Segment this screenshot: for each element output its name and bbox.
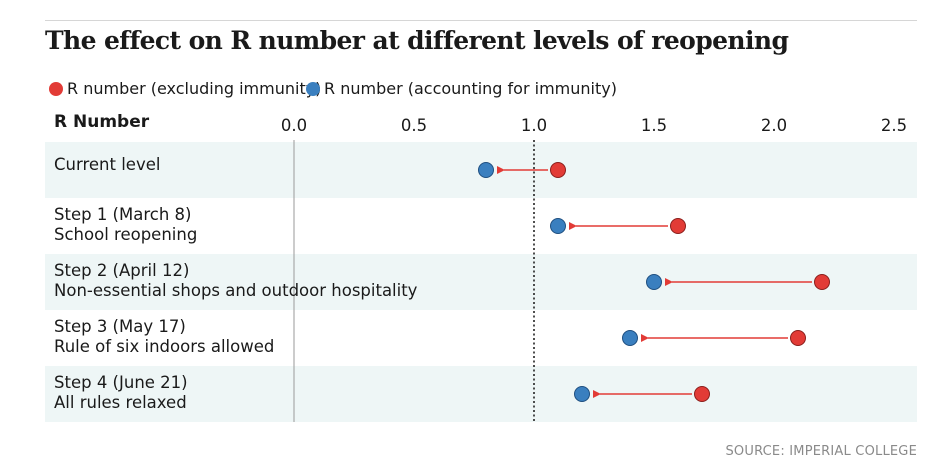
dot-accounting (622, 330, 638, 346)
dot-accounting (574, 386, 590, 402)
dot-excluding (694, 386, 710, 402)
chart-title: The effect on R number at different leve… (45, 26, 789, 55)
legend-dot-accounting (306, 81, 320, 96)
dot-accounting (478, 162, 494, 178)
legend-label-excluding: R number (excluding immunity) (67, 79, 322, 98)
dot-excluding (670, 218, 686, 234)
legend-item-accounting: R number (accounting for immunity) (306, 79, 617, 98)
top-rule (45, 20, 917, 21)
dot-accounting (646, 274, 662, 290)
x-tick-label: 2.5 (881, 116, 907, 135)
legend-label-accounting: R number (accounting for immunity) (324, 79, 617, 98)
x-tick-label: 0.0 (281, 116, 307, 135)
row-label: Current level (54, 155, 160, 174)
x-tick-label: 1.0 (521, 116, 547, 135)
x-tick-label: 1.5 (641, 116, 667, 135)
row-label-description: All rules relaxed (54, 393, 187, 412)
legend-dot-excluding (49, 81, 63, 96)
dot-excluding (790, 330, 806, 346)
row-label-description: Non-essential shops and outdoor hospital… (54, 281, 418, 300)
x-tick-label: 0.5 (401, 116, 427, 135)
row-label-step: Step 2 (April 12) (54, 261, 189, 280)
dot-excluding (550, 162, 566, 178)
row-label-description: Rule of six indoors allowed (54, 337, 274, 356)
dot-accounting (550, 218, 566, 234)
row-label-step: Step 3 (May 17) (54, 317, 186, 336)
source-credit: SOURCE: IMPERIAL COLLEGE (725, 444, 917, 459)
row-label-description: School reopening (54, 225, 197, 244)
x-tick-label: 2.0 (761, 116, 787, 135)
row-label-step: Step 1 (March 8) (54, 205, 191, 224)
row-label-step: Step 4 (June 21) (54, 373, 188, 392)
row-band (45, 366, 917, 422)
axis-header-label: R Number (54, 112, 150, 132)
legend-item-excluding: R number (excluding immunity) (49, 79, 321, 98)
dot-excluding (814, 274, 830, 290)
